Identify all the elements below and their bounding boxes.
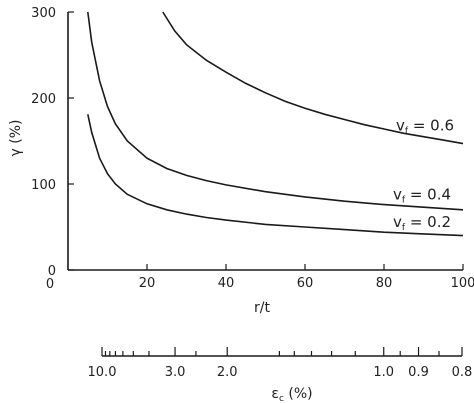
series-label-sub: f [402, 195, 406, 205]
series-label-1: vf = 0.6 [396, 117, 454, 137]
y-axis-label: γ (%) [8, 120, 24, 157]
secondary-tick-label: 1.0 [373, 365, 394, 380]
series-label-main: v [393, 185, 402, 203]
secondary-axis-label-sub: c [279, 394, 284, 403]
y-tick-label: 300 [31, 6, 56, 21]
curves [87, 11, 464, 237]
series-label-value: = 0.2 [405, 213, 451, 231]
secondary-tick-label: 0.8 [452, 365, 473, 380]
curve-labels: vf = 0.6vf = 0.4vf = 0.2 [393, 117, 454, 233]
x-axis-label: r/t [254, 300, 270, 316]
secondary-axis-label-value: (%) [284, 386, 313, 402]
x-ticks: 20 40 60 80 100 0 [46, 264, 474, 292]
series-line-2 [87, 11, 464, 211]
series-label-value: = 0.4 [405, 185, 451, 203]
y-ticks: 0 100 200 300 [31, 6, 74, 279]
series-label-2: vf = 0.4 [393, 185, 451, 205]
x-tick-label: 80 [376, 276, 393, 291]
series-label-3: vf = 0.2 [393, 213, 451, 233]
y-tick-label: 200 [31, 92, 56, 107]
secondary-axis-label: εc (%) [271, 386, 312, 403]
x-tick-label: 100 [451, 276, 474, 291]
series-label-main: v [396, 117, 405, 135]
series-label-value: = 0.6 [408, 117, 454, 135]
x-tick-label: 20 [139, 276, 156, 291]
series-line-3 [87, 114, 464, 237]
secondary-axis-label-main: ε [271, 386, 279, 402]
series-label-sub: f [405, 127, 409, 137]
secondary-tick-label: 2.0 [217, 365, 238, 380]
series-line-1 [162, 11, 464, 145]
secondary-ticks: 10.0 3.0 2.0 1.0 0.9 0.8 [88, 347, 473, 380]
x-origin-label: 0 [46, 277, 54, 292]
y-tick-label: 100 [31, 178, 56, 193]
y-tick-label: 0 [48, 264, 56, 279]
secondary-tick-label: 0.9 [408, 365, 429, 380]
series-label-main: v [393, 213, 402, 231]
series-label-sub: f [402, 223, 406, 233]
secondary-tick-label: 10.0 [88, 365, 117, 380]
x-tick-label: 60 [297, 276, 314, 291]
secondary-tick-label: 3.0 [165, 365, 186, 380]
x-tick-label: 40 [218, 276, 235, 291]
